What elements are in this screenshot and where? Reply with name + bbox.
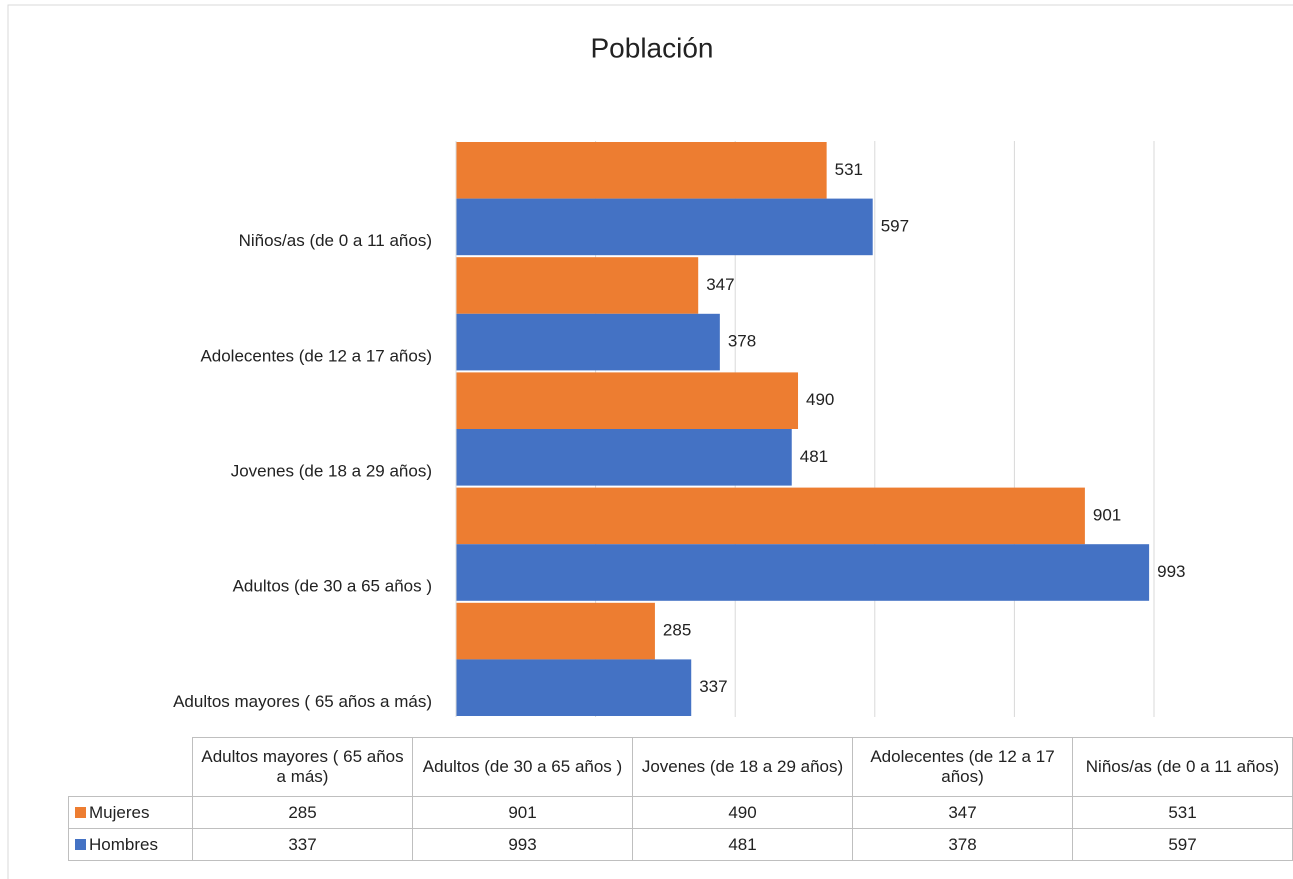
table-row: Hombres 337 993 481 378 597 [68, 829, 1293, 861]
table-header-row: Adultos mayores ( 65 años a más) Adultos … [68, 737, 1293, 797]
bar [456, 487, 1085, 545]
data-label: 378 [728, 332, 756, 351]
bar [456, 659, 692, 716]
table-header-cell: Adolecentes (de 12 a 17 años) [853, 737, 1073, 797]
table-value: 490 [633, 797, 853, 829]
table-header-cell: Jovenes (de 18 a 29 años) [633, 737, 853, 797]
table-value: 993 [413, 829, 633, 861]
bar [456, 544, 1150, 601]
y-tick-label: Jovenes (de 18 a 29 años) [231, 461, 432, 480]
table-header-cell: Niños/as (de 0 a 11 años) [1073, 737, 1293, 797]
chart-border [7, 4, 1293, 879]
legend-label: Hombres [89, 834, 158, 854]
bar [456, 429, 792, 486]
data-label: 337 [699, 677, 727, 696]
table-value: 901 [413, 797, 633, 829]
y-tick-label: Adolecentes (de 12 a 17 años) [200, 346, 432, 365]
legend-key [75, 839, 86, 850]
table-row: Mujeres 285 901 490 347 531 [68, 797, 1293, 829]
table-value: 531 [1073, 797, 1293, 829]
data-label: 490 [806, 390, 834, 409]
bar [456, 257, 699, 314]
bar [456, 602, 655, 660]
table-value: 597 [1073, 829, 1293, 861]
legend-key [75, 807, 86, 818]
legend-cell: Mujeres [68, 797, 193, 829]
data-label: 481 [800, 447, 828, 466]
legend-label: Mujeres [89, 802, 150, 822]
bar [456, 142, 827, 199]
bar [456, 313, 720, 371]
table-corner [68, 737, 193, 797]
table-value: 378 [853, 829, 1073, 861]
y-tick-label: Adultos (de 30 a 65 años ) [233, 577, 432, 596]
data-label: 993 [1157, 562, 1185, 581]
data-label: 901 [1093, 505, 1121, 524]
bar [456, 372, 799, 429]
table-value: 347 [853, 797, 1073, 829]
table-value: 337 [193, 829, 413, 861]
legend-cell: Hombres [68, 829, 193, 861]
data-label: 597 [881, 216, 909, 235]
chart-title: Población [591, 32, 714, 63]
bar [456, 198, 873, 256]
data-table: Adultos mayores ( 65 años a más) Adultos … [68, 737, 1293, 861]
table-value: 481 [633, 829, 853, 861]
data-label: 285 [663, 621, 691, 640]
table-header-cell: Adultos (de 30 a 65 años ) [413, 737, 633, 797]
y-tick-label: Niños/as (de 0 a 11 años) [239, 231, 432, 250]
data-label: 347 [706, 275, 734, 294]
table-header-cell: Adultos mayores ( 65 años a más) [193, 737, 413, 797]
data-label: 531 [835, 160, 863, 179]
table-value: 285 [193, 797, 413, 829]
y-tick-label: Adultos mayores ( 65 años a más) [173, 692, 432, 711]
